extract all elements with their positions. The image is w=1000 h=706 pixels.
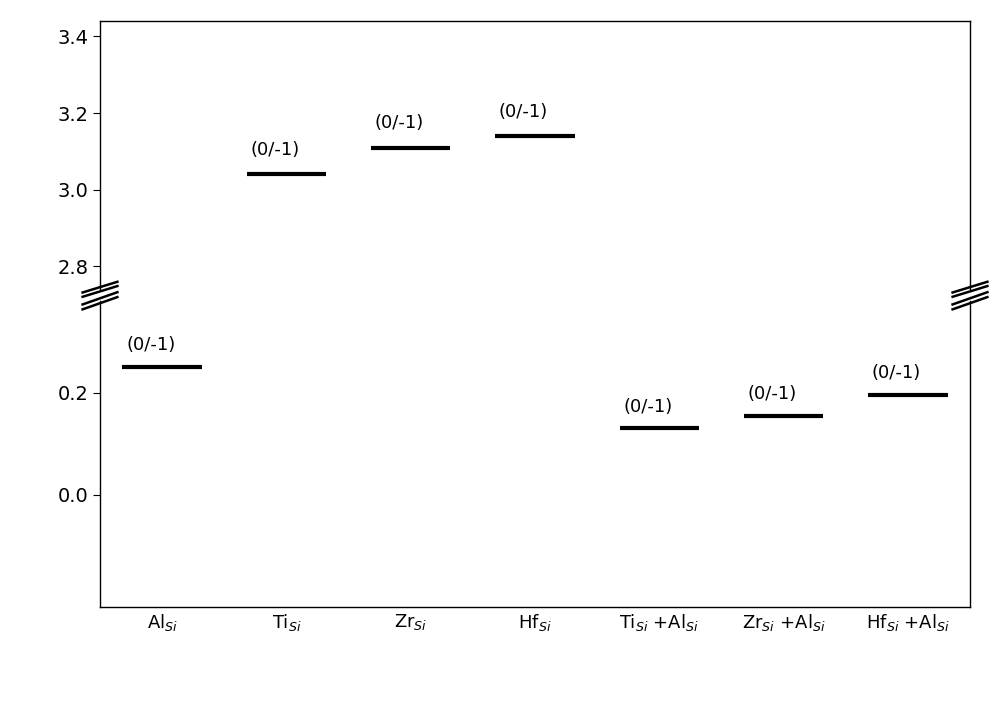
Text: (0/-1): (0/-1) — [250, 141, 300, 159]
Text: (0/-1): (0/-1) — [872, 364, 921, 383]
Text: (0/-1): (0/-1) — [126, 336, 175, 354]
Text: (0/-1): (0/-1) — [748, 385, 797, 403]
Text: (0/-1): (0/-1) — [375, 114, 424, 132]
Text: (0/-1): (0/-1) — [623, 397, 672, 416]
Text: (0/-1): (0/-1) — [499, 103, 548, 121]
